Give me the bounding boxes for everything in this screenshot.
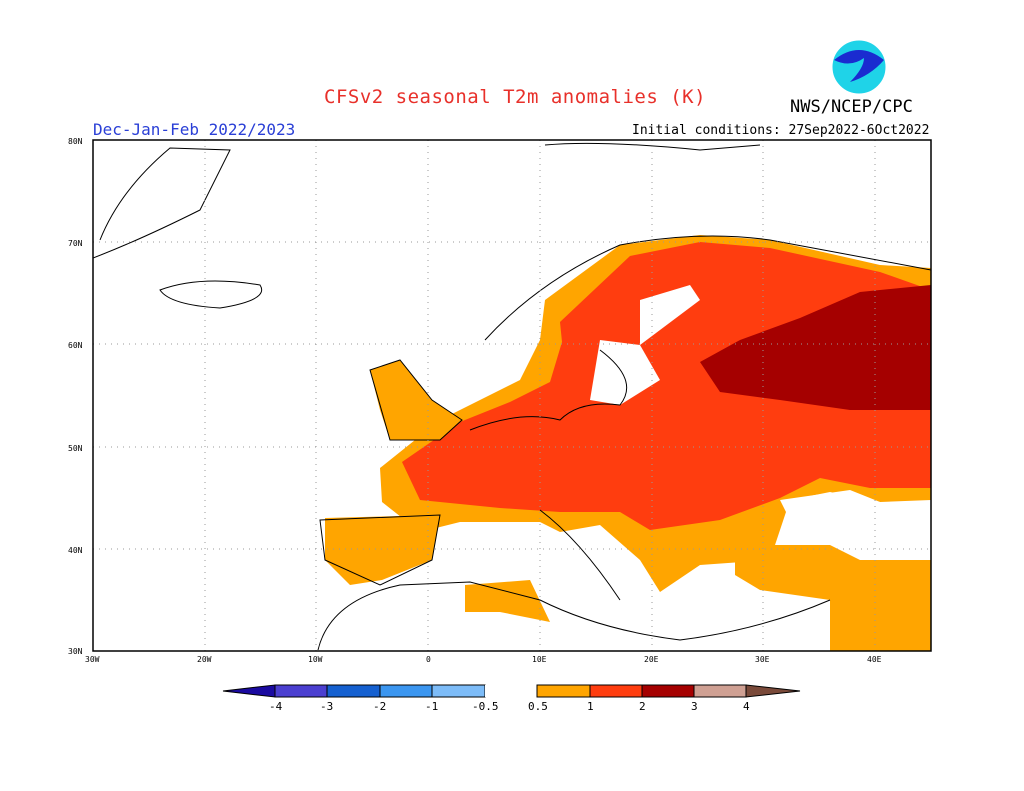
colorbar-label: 4 bbox=[743, 700, 750, 713]
lon-label: 30E bbox=[755, 655, 770, 664]
colorbar-bin bbox=[431, 684, 486, 698]
lat-label: 30N bbox=[68, 647, 83, 656]
lon-label: 40E bbox=[867, 655, 882, 664]
colorbar-bin bbox=[379, 684, 433, 698]
colorbar-label: -4 bbox=[269, 700, 283, 713]
lon-label: 10E bbox=[532, 655, 547, 664]
colorbar-low-arrow bbox=[222, 684, 276, 698]
lat-label: 80N bbox=[68, 137, 83, 146]
lon-label: 0 bbox=[426, 655, 431, 664]
colorbar-bin bbox=[485, 685, 537, 697]
season-label: Dec-Jan-Feb 2022/2023 bbox=[93, 120, 296, 139]
anomaly-1-2-region bbox=[402, 242, 931, 530]
uk-anomaly bbox=[370, 360, 462, 440]
coastlines bbox=[93, 142, 931, 651]
colorbar-label: 1 bbox=[587, 700, 594, 713]
colorbar-label: 3 bbox=[691, 700, 698, 713]
lat-label: 50N bbox=[68, 444, 83, 453]
colorbar-label: 2 bbox=[639, 700, 646, 713]
initial-conditions-label: Initial conditions: 27Sep2022-6Oct2022 bbox=[632, 123, 930, 138]
iberia-anomaly bbox=[325, 515, 440, 585]
map-frame bbox=[92, 139, 932, 652]
colorbar-label: -0.5 bbox=[472, 700, 499, 713]
lat-label: 40N bbox=[68, 546, 83, 555]
lon-label: 20E bbox=[644, 655, 659, 664]
colorbar-high-arrow bbox=[745, 684, 801, 698]
agency-label: NWS/NCEP/CPC bbox=[790, 97, 913, 117]
north-africa-anomaly bbox=[465, 580, 550, 622]
colorbar-label: -3 bbox=[320, 700, 334, 713]
colorbar-label: -2 bbox=[373, 700, 387, 713]
lat-label: 60N bbox=[68, 341, 83, 350]
colorbar-bin bbox=[326, 684, 381, 698]
lake-gap bbox=[640, 285, 700, 345]
lon-label: 20W bbox=[197, 655, 212, 664]
colorbar bbox=[222, 684, 801, 698]
turkey-anomaly bbox=[735, 545, 931, 651]
black-sea-gap bbox=[780, 490, 900, 540]
colorbar-label: 0.5 bbox=[528, 700, 548, 713]
colorbar-bin bbox=[641, 684, 695, 698]
noaa-logo bbox=[831, 39, 887, 95]
lon-label: 10W bbox=[308, 655, 323, 664]
colorbar-bin bbox=[589, 684, 643, 698]
colorbar-bin bbox=[693, 684, 747, 698]
colorbar-label: -1 bbox=[425, 700, 439, 713]
figure-title: CFSv2 seasonal T2m anomalies (K) bbox=[324, 86, 707, 108]
lat-label: 70N bbox=[68, 239, 83, 248]
anomaly-2-3-region bbox=[700, 285, 931, 410]
lon-label: 30W bbox=[85, 655, 100, 664]
colorbar-bin bbox=[536, 684, 591, 698]
colorbar-bin bbox=[274, 684, 328, 698]
